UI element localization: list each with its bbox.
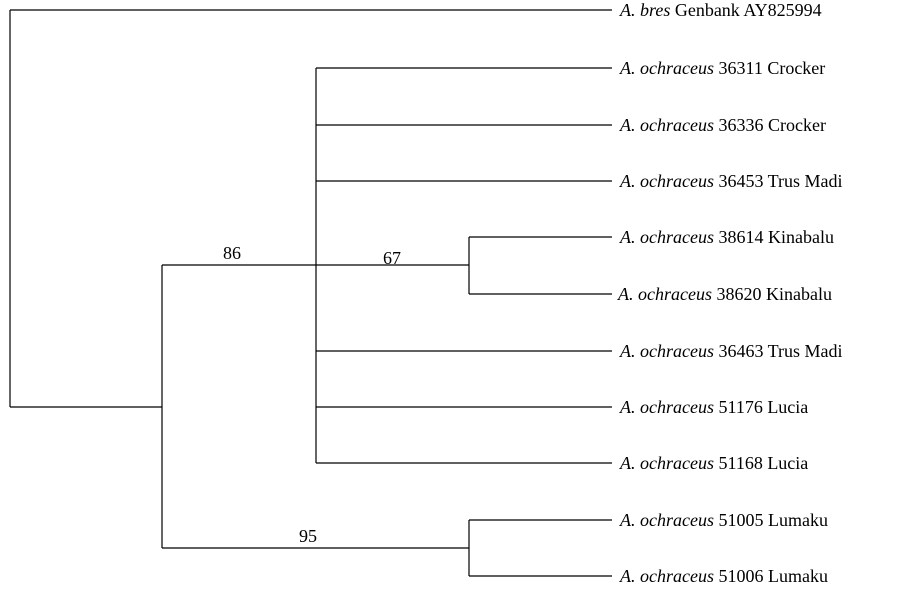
support-value-95: 95 (299, 526, 317, 546)
taxon-label: A. ochraceus 51006 Lumaku (619, 566, 828, 586)
taxon-label: A. ochraceus 36453 Trus Madi (619, 171, 843, 191)
taxon-label: A. ochraceus 38614 Kinabalu (619, 227, 834, 247)
support-values: 86 67 95 (223, 243, 401, 546)
taxon-labels: A. bres Genbank AY825994 A. ochraceus 36… (617, 0, 843, 586)
tree-branches (9, 9, 612, 577)
taxon-label: A. ochraceus 51168 Lucia (619, 453, 808, 473)
taxon-label: A. ochraceus 36463 Trus Madi (619, 341, 843, 361)
support-value-67: 67 (383, 248, 401, 268)
taxon-label: A. ochraceus 51005 Lumaku (619, 510, 828, 530)
support-value-86: 86 (223, 243, 241, 263)
taxon-label: A. ochraceus 51176 Lucia (619, 397, 808, 417)
taxon-label: A. bres Genbank AY825994 (619, 0, 822, 20)
taxon-label: A. ochraceus 36311 Crocker (619, 58, 825, 78)
taxon-label: A. ochraceus 36336 Crocker (619, 115, 826, 135)
taxon-label: A. ochraceus 38620 Kinabalu (617, 284, 832, 304)
